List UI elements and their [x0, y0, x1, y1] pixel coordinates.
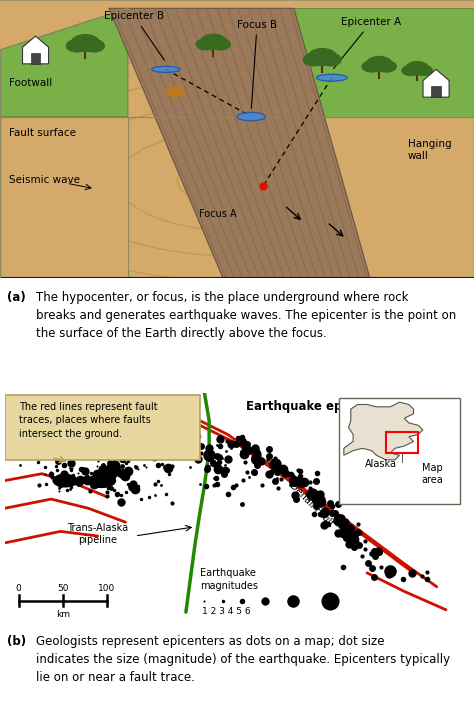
- Text: The hypocenter, or focus, is the place underground where rock
breaks and generat: The hypocenter, or focus, is the place u…: [36, 291, 456, 340]
- Circle shape: [201, 35, 226, 49]
- Circle shape: [320, 53, 341, 66]
- Text: Epicenter B: Epicenter B: [104, 12, 164, 60]
- Circle shape: [167, 87, 184, 97]
- FancyBboxPatch shape: [31, 53, 40, 64]
- Text: Earthquake
magnitudes: Earthquake magnitudes: [200, 568, 258, 591]
- Circle shape: [71, 35, 100, 51]
- Text: Earthquake epicenters, 2002: Earthquake epicenters, 2002: [246, 400, 438, 413]
- Circle shape: [66, 40, 87, 52]
- Text: 100: 100: [98, 584, 116, 593]
- Ellipse shape: [237, 112, 265, 120]
- Circle shape: [416, 66, 432, 76]
- Polygon shape: [109, 9, 370, 278]
- Circle shape: [402, 66, 419, 76]
- Text: Focus B: Focus B: [237, 19, 277, 108]
- FancyBboxPatch shape: [431, 86, 441, 97]
- Text: Footwall: Footwall: [9, 79, 53, 88]
- Ellipse shape: [88, 473, 116, 488]
- Text: Trans-Alaska
pipeline: Trans-Alaska pipeline: [67, 523, 128, 545]
- Circle shape: [406, 61, 428, 75]
- Ellipse shape: [316, 74, 347, 81]
- FancyBboxPatch shape: [0, 0, 474, 278]
- Polygon shape: [294, 117, 474, 278]
- Text: 50: 50: [57, 584, 69, 593]
- Circle shape: [211, 39, 230, 50]
- Ellipse shape: [52, 474, 78, 487]
- Circle shape: [196, 39, 215, 50]
- Text: Denali Fault: Denali Fault: [287, 481, 336, 528]
- Ellipse shape: [152, 66, 180, 72]
- Text: Fault surface: Fault surface: [9, 128, 76, 138]
- Text: km: km: [56, 610, 70, 619]
- Polygon shape: [0, 9, 128, 117]
- Text: Alaska: Alaska: [365, 459, 397, 469]
- Text: Seismic wave: Seismic wave: [9, 175, 81, 185]
- Polygon shape: [423, 69, 449, 97]
- Circle shape: [303, 53, 324, 66]
- Polygon shape: [23, 36, 48, 64]
- Circle shape: [377, 61, 396, 72]
- Text: Focus A: Focus A: [199, 208, 237, 218]
- Text: 1 2 3 4 5 6: 1 2 3 4 5 6: [202, 607, 251, 616]
- FancyBboxPatch shape: [5, 395, 200, 460]
- Circle shape: [362, 61, 381, 72]
- Text: (a): (a): [7, 291, 26, 304]
- FancyBboxPatch shape: [339, 397, 460, 504]
- Text: Geologists represent epicenters as dots on a map; dot size
indicates the size (m: Geologists represent epicenters as dots …: [36, 635, 450, 684]
- Text: (b): (b): [7, 635, 26, 648]
- Text: Epicenter A: Epicenter A: [334, 17, 401, 68]
- Text: The red lines represent fault
traces, places where faults
intersect the ground.: The red lines represent fault traces, pl…: [18, 402, 157, 438]
- Polygon shape: [128, 9, 294, 117]
- Circle shape: [366, 56, 392, 71]
- Polygon shape: [344, 402, 423, 460]
- Polygon shape: [128, 9, 474, 117]
- Circle shape: [83, 40, 104, 52]
- Text: 0: 0: [16, 584, 21, 593]
- Polygon shape: [0, 117, 128, 278]
- Text: Hanging
wall: Hanging wall: [408, 138, 451, 161]
- Text: Map
area: Map area: [421, 463, 443, 485]
- Circle shape: [308, 48, 337, 65]
